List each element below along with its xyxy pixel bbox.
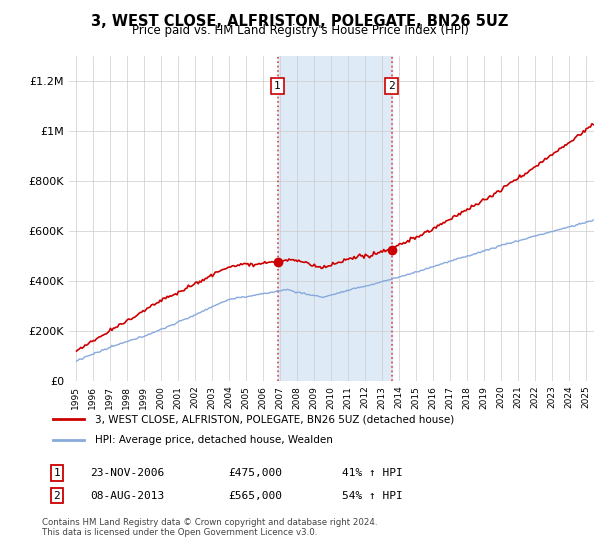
Text: 08-AUG-2013: 08-AUG-2013 [90, 491, 164, 501]
Text: 1: 1 [53, 468, 61, 478]
Text: 2: 2 [53, 491, 61, 501]
Text: Contains HM Land Registry data © Crown copyright and database right 2024.
This d: Contains HM Land Registry data © Crown c… [42, 518, 377, 538]
Text: 41% ↑ HPI: 41% ↑ HPI [342, 468, 403, 478]
Text: 3, WEST CLOSE, ALFRISTON, POLEGATE, BN26 5UZ: 3, WEST CLOSE, ALFRISTON, POLEGATE, BN26… [91, 14, 509, 29]
Text: 54% ↑ HPI: 54% ↑ HPI [342, 491, 403, 501]
Bar [278, 56, 392, 381]
Text: 3, WEST CLOSE, ALFRISTON, POLEGATE, BN26 5UZ (detached house): 3, WEST CLOSE, ALFRISTON, POLEGATE, BN26… [95, 414, 454, 424]
Text: 1: 1 [274, 81, 281, 91]
Text: Price paid vs. HM Land Registry's House Price Index (HPI): Price paid vs. HM Land Registry's House … [131, 24, 469, 37]
Text: HPI: Average price, detached house, Wealden: HPI: Average price, detached house, Weal… [95, 435, 332, 445]
Text: 23-NOV-2006: 23-NOV-2006 [90, 468, 164, 478]
Text: £565,000: £565,000 [228, 491, 282, 501]
Text: 2: 2 [388, 81, 395, 91]
Text: £475,000: £475,000 [228, 468, 282, 478]
